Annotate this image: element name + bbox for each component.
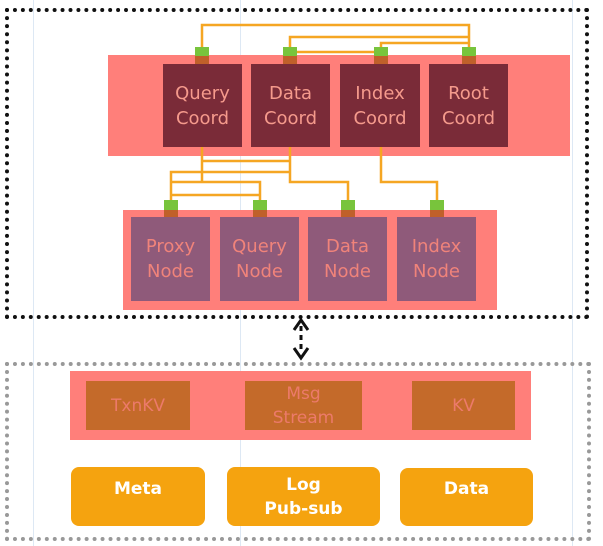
port xyxy=(195,56,209,64)
connector-line xyxy=(169,170,290,201)
connector-line xyxy=(379,41,469,48)
proxy-node: Proxy Node xyxy=(131,217,210,301)
kv-service: KV xyxy=(412,381,515,430)
guide-line xyxy=(572,0,573,546)
query-node: Query Node xyxy=(220,217,299,301)
port xyxy=(283,56,297,64)
connector-line xyxy=(171,180,262,201)
port xyxy=(341,200,355,210)
meta-storage: Meta xyxy=(71,467,205,526)
port xyxy=(374,56,388,64)
index-coord: Index Coord xyxy=(340,64,420,147)
msg-stream-service: Msg Stream xyxy=(245,381,362,430)
port xyxy=(283,47,297,56)
connector-line xyxy=(379,147,439,201)
port xyxy=(253,210,267,217)
port xyxy=(195,47,209,56)
bidirectional-arrow xyxy=(292,317,310,361)
root-coord: Root Coord xyxy=(429,64,508,147)
guide-line xyxy=(33,0,34,546)
data-node: Data Node xyxy=(308,217,387,301)
data-storage: Data xyxy=(400,468,533,526)
port xyxy=(374,47,388,56)
connector-line xyxy=(288,147,350,201)
compute-layer-boundary xyxy=(5,8,589,319)
port xyxy=(462,56,476,64)
port xyxy=(164,210,178,217)
port xyxy=(164,200,178,210)
data-coord: Data Coord xyxy=(251,64,330,147)
port xyxy=(430,200,444,210)
port xyxy=(341,210,355,217)
txnkv-service: TxnKV xyxy=(86,381,190,430)
query-coord: Query Coord xyxy=(163,64,242,147)
port xyxy=(253,200,267,210)
log-pubsub-storage: Log Pub-sub xyxy=(227,467,380,526)
storage-layer-boundary xyxy=(5,362,591,541)
index-node: Index Node xyxy=(397,217,476,301)
port xyxy=(430,210,444,217)
connector-line xyxy=(288,35,469,48)
port xyxy=(462,47,476,56)
